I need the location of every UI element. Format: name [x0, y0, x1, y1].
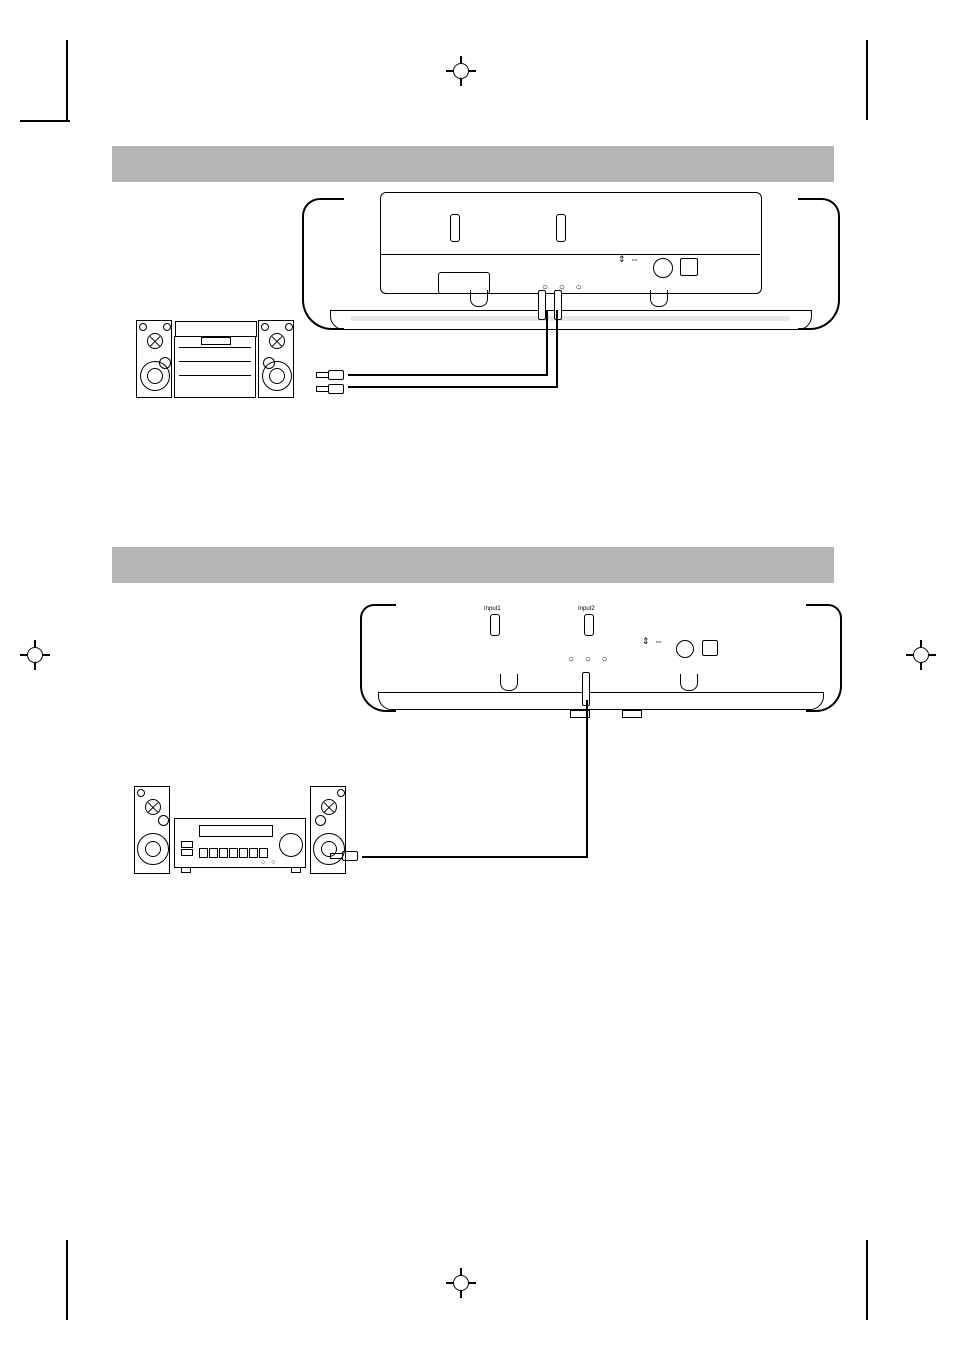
audio-cable	[556, 310, 558, 386]
speaker-port-icon	[315, 815, 326, 826]
section-header-2	[112, 547, 834, 583]
amp-foot	[291, 867, 301, 873]
dock-notch	[500, 674, 518, 691]
section-header-1	[112, 146, 834, 182]
vent-holes-icon: ○ ○ ○	[542, 282, 586, 293]
cd-slot-icon	[201, 337, 231, 345]
arrow-icon: ⇕ ⇔	[642, 636, 664, 647]
tweeter-icon	[145, 799, 161, 815]
dock-base-shade	[350, 316, 790, 321]
jack-plug-icon	[316, 384, 346, 394]
audio-cable	[362, 856, 588, 858]
speaker-port-icon	[158, 815, 169, 826]
amp-foot	[181, 867, 191, 873]
woofer-icon	[313, 833, 345, 865]
amplifier-unit: ○ ○	[174, 818, 306, 868]
mini-stereo-system	[136, 320, 294, 398]
input-label-2: Input2	[578, 606, 595, 612]
audio-cable	[546, 310, 548, 374]
crop-mark	[866, 1240, 868, 1320]
square-port-icon	[680, 258, 698, 276]
audio-cable	[348, 374, 548, 376]
volume-knob-icon	[279, 833, 303, 857]
dock-base	[378, 692, 824, 710]
woofer-icon	[137, 833, 169, 865]
speaker-left-icon	[136, 320, 172, 398]
speaker-left-icon	[134, 786, 170, 874]
dock-notch	[650, 290, 668, 307]
audio-jack-port-icon	[676, 640, 694, 658]
jack-plug-icon	[316, 370, 346, 380]
registration-mark-icon	[906, 640, 936, 670]
display-icon	[199, 825, 273, 837]
dock-notch	[680, 674, 698, 691]
tweeter-icon	[269, 333, 285, 349]
vent-holes-icon: ○ ○ ○	[568, 654, 612, 665]
dock-connector-slot-1	[450, 214, 460, 242]
button-icon	[181, 841, 193, 848]
square-port-icon	[702, 640, 718, 656]
registration-mark-icon	[20, 640, 50, 670]
registration-mark-icon	[446, 56, 476, 86]
stereo-main-unit	[174, 336, 256, 398]
arrow-icon: ⇕ ⇔	[618, 254, 640, 265]
crop-mark	[66, 40, 68, 120]
audio-cable	[586, 700, 588, 856]
dock-connector-slot-1	[490, 614, 500, 636]
woofer-icon	[140, 361, 170, 391]
dock-panel-line	[380, 254, 760, 255]
dock-connector-slot-2	[556, 214, 566, 242]
av-receiver-system: ○ ○	[134, 786, 346, 874]
speaker-right-icon	[310, 786, 346, 874]
woofer-icon	[262, 361, 292, 391]
dots-icon: ○ ○	[261, 859, 277, 866]
crop-mark	[866, 40, 868, 120]
audio-cable	[348, 386, 558, 388]
button-icon	[181, 849, 193, 856]
audio-out-pin-l	[538, 290, 546, 320]
registration-mark-icon	[446, 1268, 476, 1298]
crop-mark	[20, 120, 70, 122]
tweeter-icon	[147, 333, 163, 349]
crop-mark	[66, 1240, 68, 1320]
button-row	[199, 845, 271, 855]
speaker-right-icon	[258, 320, 294, 398]
page: ○ ○ ○ ⇕ ⇔	[0, 0, 954, 1351]
dock-connector-slot-2	[584, 614, 594, 636]
audio-jack-port-icon	[653, 258, 673, 278]
dock-rear-diagram-1: ○ ○ ○ ⇕ ⇔	[320, 190, 820, 340]
dock-foot	[622, 710, 642, 718]
input-label-1: Input1	[484, 606, 501, 612]
dock-rear-diagram-2: Input1 Input2 ○ ○ ○ ⇕ ⇔	[370, 594, 830, 724]
tweeter-icon	[321, 799, 337, 815]
dock-notch	[470, 290, 488, 307]
